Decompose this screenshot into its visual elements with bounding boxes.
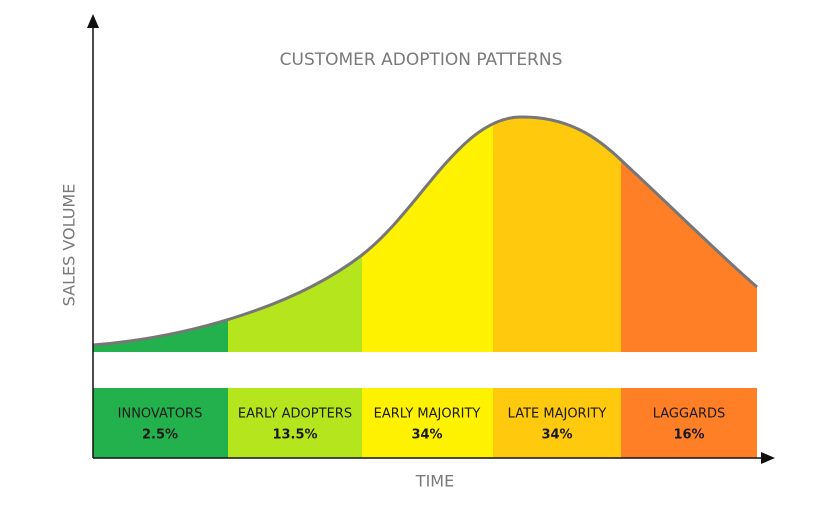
band-laggards bbox=[621, 388, 757, 458]
segment-share: 16% bbox=[673, 428, 704, 443]
segment-label: INNOVATORS bbox=[118, 407, 203, 422]
band-early-adopters bbox=[228, 388, 362, 458]
segment-share: 34% bbox=[411, 428, 442, 443]
segment-label: EARLY ADOPTERS bbox=[238, 407, 352, 422]
band-late-majority bbox=[493, 388, 621, 458]
x-axis-label: TIME bbox=[415, 472, 454, 491]
segment-share: 2.5% bbox=[142, 428, 178, 443]
x-arrow bbox=[761, 452, 775, 464]
fill-late-majority bbox=[493, 116, 621, 352]
segment-label: LATE MAJORITY bbox=[508, 407, 607, 422]
segment-label: LAGGARDS bbox=[653, 407, 726, 422]
band-innovators bbox=[93, 388, 228, 458]
segment-share: 13.5% bbox=[272, 428, 317, 443]
curve-fill bbox=[93, 116, 757, 352]
band-early-majority bbox=[362, 388, 493, 458]
adoption-curve bbox=[92, 115, 758, 347]
fill-innovators bbox=[93, 116, 228, 352]
y-arrow bbox=[87, 14, 99, 28]
title: CUSTOMER ADOPTION PATTERNS bbox=[280, 50, 563, 70]
y-axis-label: SALES VOLUME bbox=[60, 184, 79, 307]
segment-share: 34% bbox=[541, 428, 572, 443]
segment-label: EARLY MAJORITY bbox=[374, 407, 481, 422]
